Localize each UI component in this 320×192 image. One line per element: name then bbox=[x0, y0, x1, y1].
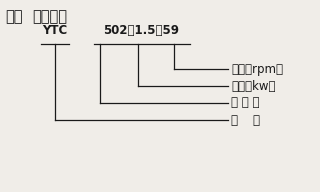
Text: 三、: 三、 bbox=[5, 9, 22, 24]
Text: 功率（kw）: 功率（kw） bbox=[231, 79, 276, 93]
Text: 型    号: 型 号 bbox=[231, 113, 260, 127]
Text: 机 座 号: 机 座 号 bbox=[231, 97, 260, 109]
Text: YTC: YTC bbox=[42, 24, 68, 37]
Text: 502－1.5－59: 502－1.5－59 bbox=[103, 24, 179, 37]
Text: 型号说明: 型号说明 bbox=[32, 9, 67, 24]
Text: 转速（rpm）: 转速（rpm） bbox=[231, 63, 283, 75]
